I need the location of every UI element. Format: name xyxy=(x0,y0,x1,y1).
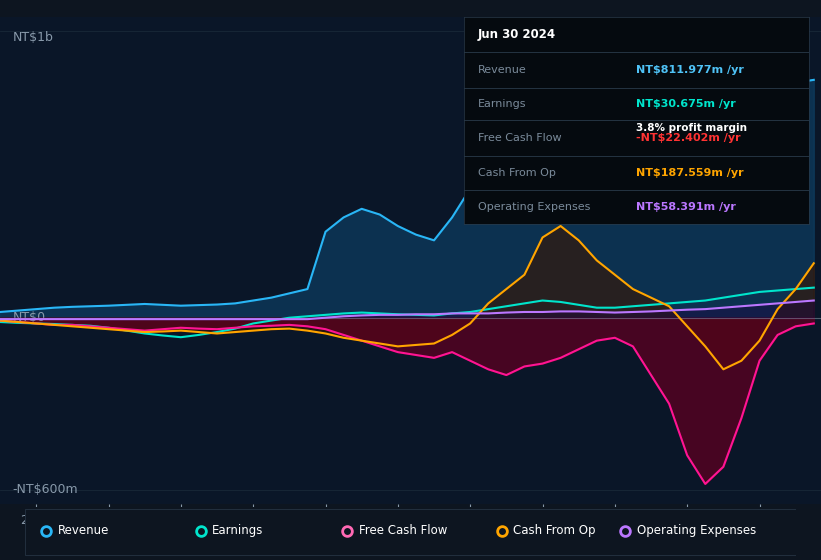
Text: NT$811.977m /yr: NT$811.977m /yr xyxy=(636,64,744,74)
Text: Operating Expenses: Operating Expenses xyxy=(478,202,590,212)
Text: Earnings: Earnings xyxy=(478,99,526,109)
Text: Free Cash Flow: Free Cash Flow xyxy=(359,525,447,538)
Text: 3.8% profit margin: 3.8% profit margin xyxy=(636,123,747,133)
Text: Free Cash Flow: Free Cash Flow xyxy=(478,133,562,143)
Text: -NT$22.402m /yr: -NT$22.402m /yr xyxy=(636,133,741,143)
Text: NT$1b: NT$1b xyxy=(12,31,53,44)
Text: Jun 30 2024: Jun 30 2024 xyxy=(478,28,556,41)
Text: Cash From Op: Cash From Op xyxy=(478,167,556,178)
Text: NT$30.675m /yr: NT$30.675m /yr xyxy=(636,99,736,109)
Text: Operating Expenses: Operating Expenses xyxy=(636,525,756,538)
Text: -NT$600m: -NT$600m xyxy=(12,483,78,496)
Text: NT$0: NT$0 xyxy=(12,311,45,324)
Text: Earnings: Earnings xyxy=(212,525,264,538)
Text: Cash From Op: Cash From Op xyxy=(513,525,596,538)
Text: NT$187.559m /yr: NT$187.559m /yr xyxy=(636,167,744,178)
Text: Revenue: Revenue xyxy=(57,525,109,538)
Text: Revenue: Revenue xyxy=(478,64,526,74)
Text: NT$58.391m /yr: NT$58.391m /yr xyxy=(636,202,736,212)
